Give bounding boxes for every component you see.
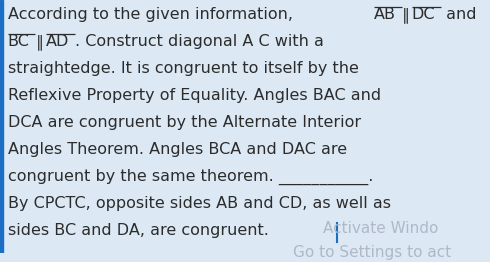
Text: AD: AD [46,34,69,49]
Text: congruent by the same theorem. ___________.: congruent by the same theorem. _________… [8,169,373,185]
Text: DC: DC [412,7,435,22]
Text: DCA are congruent by the Alternate Interior: DCA are congruent by the Alternate Inter… [8,115,361,130]
Text: and: and [441,7,477,22]
Text: Angles Theorem. Angles BCA and DAC are: Angles Theorem. Angles BCA and DAC are [8,142,347,157]
Text: AB: AB [374,7,396,22]
Text: ∥: ∥ [401,7,410,23]
Text: straightedge. It is congruent to itself by the: straightedge. It is congruent to itself … [8,61,359,76]
Text: . Construct diagonal A C with a: . Construct diagonal A C with a [75,34,324,49]
Text: Go to Settings to act: Go to Settings to act [294,245,451,260]
Text: According to the given information,: According to the given information, [8,7,298,22]
Text: sides BC and DA, are congruent.: sides BC and DA, are congruent. [8,223,269,238]
Text: ∥: ∥ [35,34,44,50]
Bar [0,0,3,253]
Text: Reflexive Property of Equality. Angles BAC and: Reflexive Property of Equality. Angles B… [8,88,381,103]
Text: Activate Windo: Activate Windo [322,221,438,236]
Text: BC: BC [8,34,30,49]
Text: By CPCTC, opposite sides AB and CD, as well as: By CPCTC, opposite sides AB and CD, as w… [8,196,391,211]
